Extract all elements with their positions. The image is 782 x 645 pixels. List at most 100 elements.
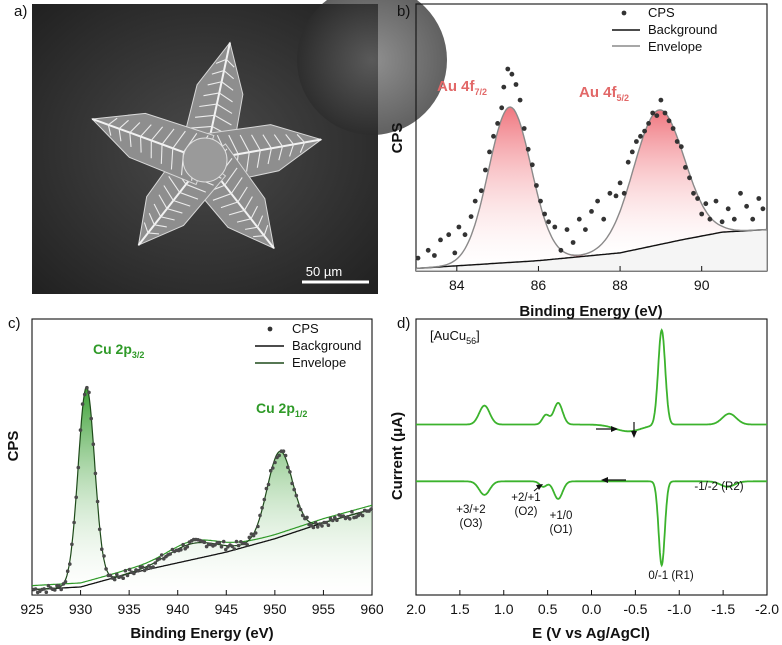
panel-c-cps-point [181,542,185,547]
panel-c-cps-point [286,465,290,470]
crystal-branch [212,193,232,201]
panel-c-cps-point [125,573,130,578]
panel-b-cps-point [570,240,576,245]
legend-envelope: Envelope [648,39,702,54]
panel-b-cps-point [617,180,623,186]
panel-b-envelope-line [415,106,768,270]
crystal-branch [150,126,164,141]
panel-c-cps-point [93,471,98,476]
panel-c-cps-point [234,539,239,544]
panel-c-envelope-fill [32,387,372,595]
panel-c-cps-point [296,504,301,508]
dendritic-star-crystal [91,41,323,250]
panel-c-tick-label: 950 [263,601,287,617]
panel-b-x-ticks: 84 86 88 90 [449,266,710,293]
legend-background: Background [648,22,717,37]
panel-b-cps-point [589,209,594,214]
crystal-branch [285,134,294,145]
panel-c-cps-point [115,572,119,577]
panel-b-peak-area-0 [441,106,579,268]
panel-c-tick-label: 955 [312,601,336,617]
crystal-branch [129,132,132,147]
panel-c-cps-point [326,523,331,527]
crystal-branch [220,201,239,209]
panel-c-cps-point [123,568,128,573]
panel-c-cps-point [221,539,226,544]
panel-c-cps-point [76,465,81,470]
panel-c-cps-point [185,545,190,549]
panel-c-cps-point [132,571,136,576]
panel-c-cps-point [369,507,373,512]
panel-b-cps-point [713,198,719,204]
arrow-o2-icon [536,484,543,490]
crystal-branch [239,134,250,153]
arrow-backward-icon [601,477,608,483]
annot-o3: +3/+2 (O3) [456,504,485,530]
panel-c-cps-point [153,561,158,565]
panel-c-cps-point [179,547,183,552]
panel-c-cps-point [80,402,85,406]
panel-c-cps-point [217,540,222,545]
panel-c-peak-label-cu2p32: Cu 2p3/2 [93,341,144,360]
panel-c-ylabel: CPS [5,431,22,462]
panel-c-cps-point [162,557,166,561]
panel-c-cps-point [82,392,87,397]
panel-c-cps-point [57,584,61,588]
crystal-branch [244,226,258,230]
crystal-branch [243,196,253,211]
panel-c-cps-point [305,515,309,520]
panel-c-cps-point [298,507,303,512]
panel-c-cps-point [42,587,46,591]
crystal-branch [299,142,306,153]
annot-o2: +2/+1 (O2) [511,492,540,518]
crystal-branch [289,144,295,157]
crystal-branch [147,232,160,235]
panel-c-cps-point [102,554,106,558]
panel-c-legend: CPS Background Envelope [255,321,361,370]
panel-b-cps-point [472,198,478,204]
panel-c-cps-point [324,520,329,525]
cv-lower-trace [416,480,767,568]
panel-b-background-fill [416,229,767,271]
crystal-branch [218,92,233,103]
panel-b-cps-point [703,201,709,207]
crystal-branch [195,114,215,118]
panel-d-tick-label: -0.5 [623,601,647,617]
crystal-branch [230,177,243,194]
panel-c-cps-point [168,552,172,556]
panel-c-cps-point [53,588,57,592]
annot-r1: 0/-1 (R1) [648,570,694,582]
crystal-branch [246,152,250,172]
panel-a: a) 50 µm [14,0,447,294]
panel-c-cps-points [31,385,373,595]
panel-c-cps-point [112,577,117,582]
crystal-branch [108,117,118,126]
panel-b-cps-point [666,118,672,124]
crystal-branch [173,200,191,207]
panel-c-cps-point [264,486,269,491]
panel-c-cps-point [78,428,83,432]
panel-d-tick-label: -2.0 [755,601,779,617]
crystal-branch [278,146,284,161]
panel-c-cps-point [266,482,271,487]
panel-c-cps-point [95,499,100,504]
crystal-branch [296,133,306,143]
panel-c-area [32,387,372,595]
panel-b-cps-point [438,237,443,243]
panel-b-peak-label-au4f72: Au 4f7/2 [437,78,487,97]
panel-c-cps-point [271,466,275,470]
panel-c-cps-point [85,385,89,390]
panel-c-cps-point [232,547,237,551]
panel-c-cps-point [256,524,260,529]
panel-b-cps-point [583,227,588,233]
panel-b-cps-point [750,216,756,222]
legend-cps-marker [621,10,627,16]
panel-c-cps-point [72,520,76,525]
arrow-forward-icon [611,426,618,432]
crystal-branch [267,148,272,165]
panel-b-background-line [415,228,768,270]
crystal-branch [203,92,220,97]
panel-c-cps-point [273,460,277,465]
panel-b-cps-point [576,216,582,222]
crystal-branch [160,144,163,164]
